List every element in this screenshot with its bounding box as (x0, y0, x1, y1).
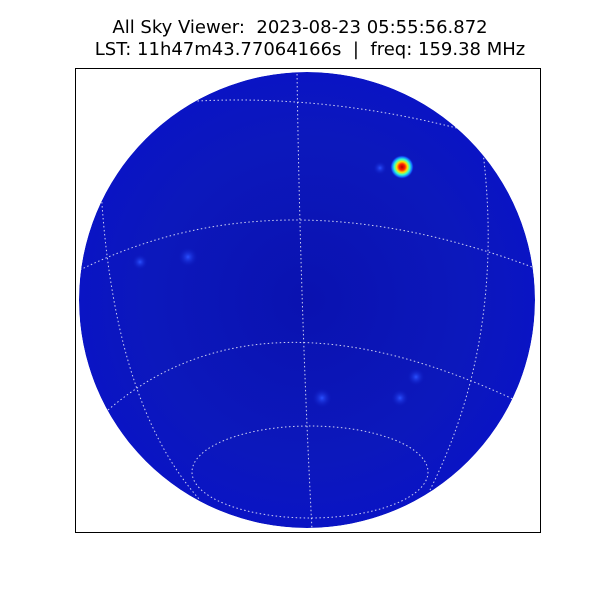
sky-blob (132, 254, 148, 270)
grid-meridian (99, 169, 201, 501)
grid-parallel (79, 219, 535, 271)
sky-blob (178, 247, 198, 267)
grid-meridian (296, 72, 313, 528)
sky-blob (312, 388, 332, 408)
title-line-1: All Sky Viewer: 2023-08-23 05:55:56.872 (112, 17, 487, 38)
grid-meridian (429, 129, 489, 491)
grid-parallel (191, 425, 429, 519)
radio-source (390, 155, 414, 179)
title-line-2: LST: 11h47m43.77064166s | freq: 159.38 M… (95, 39, 525, 60)
sky-disk (79, 72, 535, 528)
sky-blob (373, 161, 387, 175)
grid-parallel (109, 99, 501, 141)
sky-blob (407, 368, 425, 386)
sky-blob (391, 389, 409, 407)
grid-parallel (107, 342, 516, 411)
sky-map (79, 72, 535, 528)
